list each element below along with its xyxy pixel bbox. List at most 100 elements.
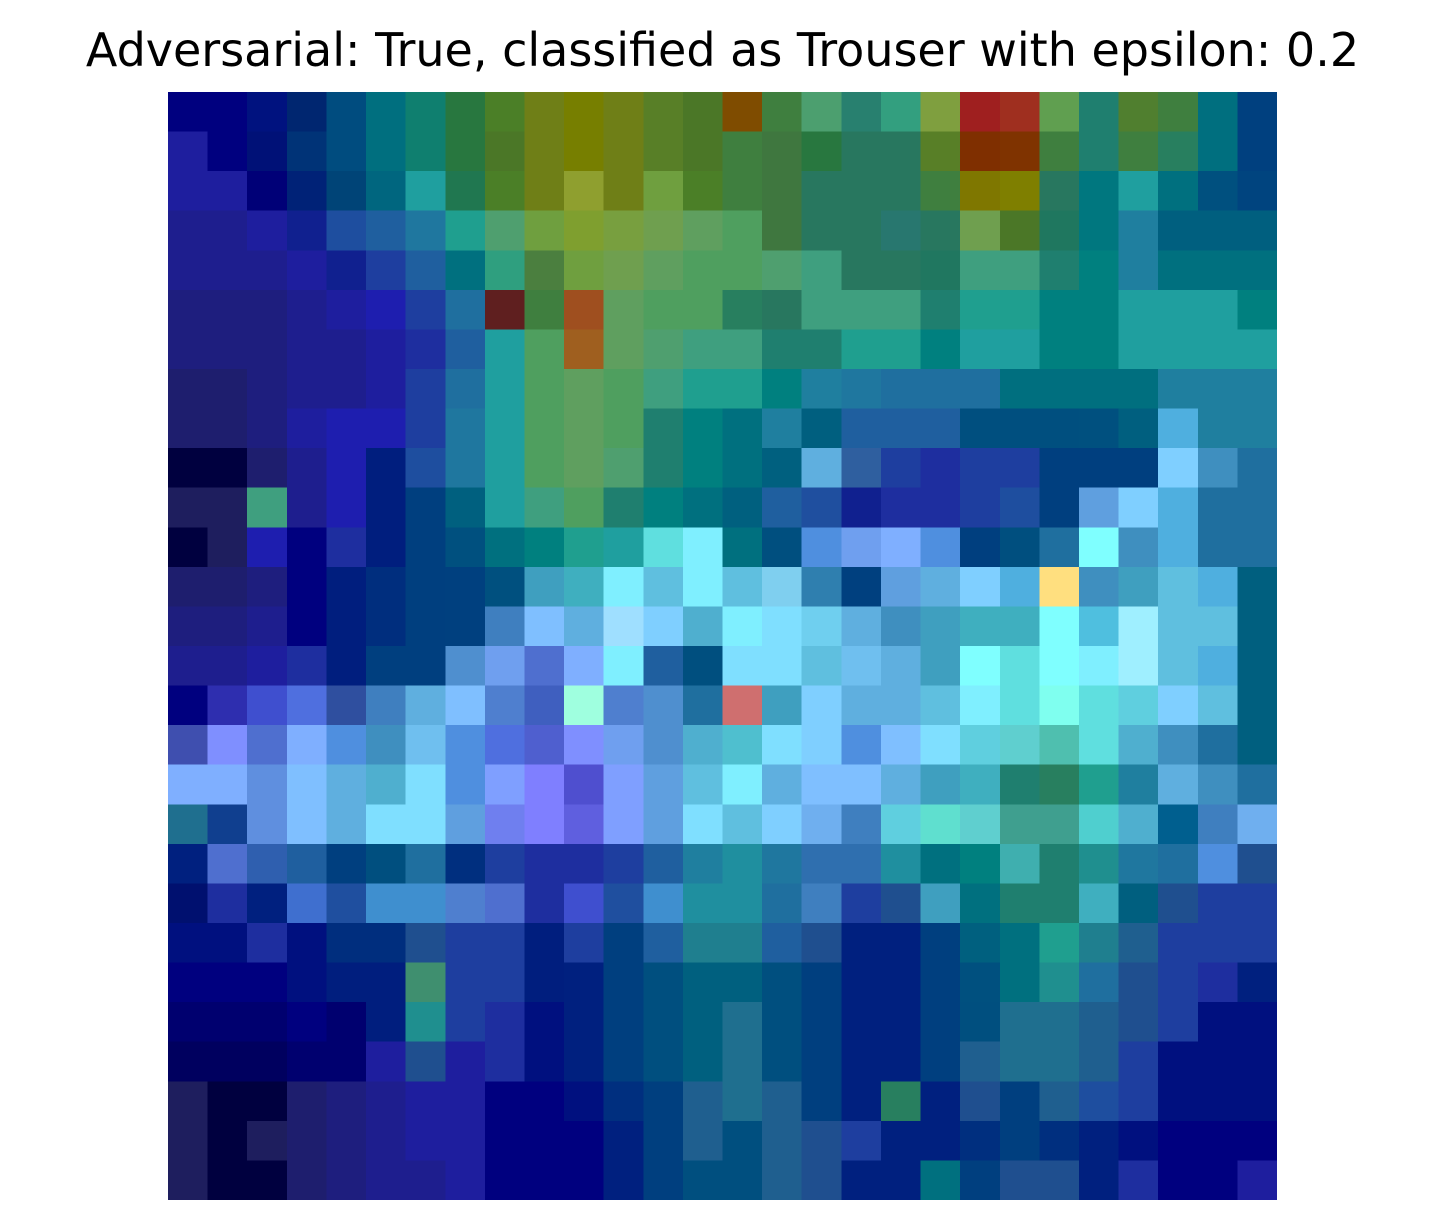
heatmap-cell-r7-c18: [880, 369, 922, 410]
heatmap-cell-r25-c27: [1237, 1081, 1277, 1122]
heatmap-cell-r20-c8: [484, 883, 526, 924]
heatmap-cell-r8-c9: [524, 408, 565, 449]
heatmap-cell-r21-c1: [207, 923, 248, 964]
heatmap-cell-r6-c19: [920, 329, 961, 370]
heatmap-cell-r24-c24: [1118, 1041, 1159, 1082]
heatmap-cell-r23-c8: [484, 1002, 526, 1043]
heatmap-cell-r22-c7: [445, 962, 486, 1003]
heatmap-cell-r9-c13: [682, 448, 724, 489]
heatmap-cell-r8-c6: [405, 408, 446, 449]
heatmap-cell-r0-c10: [564, 92, 605, 133]
heatmap-cell-r16-c4: [326, 725, 367, 766]
heatmap-cell-r23-c12: [643, 1002, 684, 1043]
heatmap-cell-r15-c3: [286, 685, 328, 726]
heatmap-cell-r17-c24: [1118, 764, 1159, 805]
heatmap-cell-r3-c0: [168, 210, 209, 251]
heatmap-cell-r5-c2: [247, 289, 288, 331]
heatmap-cell-r9-c5: [366, 448, 407, 489]
heatmap-cell-r22-c23: [1078, 962, 1120, 1003]
heatmap-cell-r13-c0: [168, 606, 209, 647]
heatmap-cell-r3-c23: [1078, 210, 1120, 251]
heatmap-cell-r12-c7: [445, 566, 486, 608]
heatmap-cell-r17-c25: [1158, 764, 1199, 805]
heatmap-cell-r13-c19: [920, 606, 961, 647]
heatmap-cell-r26-c12: [643, 1120, 684, 1162]
heatmap-cell-r24-c22: [1039, 1041, 1080, 1082]
heatmap-cell-r22-c3: [286, 962, 328, 1003]
heatmap-cell-r24-c26: [1197, 1041, 1238, 1082]
heatmap-cell-r7-c3: [286, 369, 328, 410]
heatmap-cell-r26-c5: [366, 1120, 407, 1162]
heatmap-cell-r23-c21: [999, 1002, 1040, 1043]
heatmap-cell-r2-c19: [920, 171, 961, 212]
heatmap-cell-r3-c10: [564, 210, 605, 251]
heatmap-cell-r0-c5: [366, 92, 407, 133]
heatmap-cell-r8-c5: [366, 408, 407, 449]
heatmap-cell-r15-c8: [484, 685, 526, 726]
heatmap-cell-r9-c8: [484, 448, 526, 489]
heatmap-cell-r0-c4: [326, 92, 367, 133]
heatmap-cell-r7-c8: [484, 369, 526, 410]
heatmap-cell-r19-c14: [722, 843, 763, 885]
heatmap-cell-r5-c20: [960, 289, 1001, 331]
heatmap-cell-r12-c20: [960, 566, 1001, 608]
heatmap-cell-r9-c4: [326, 448, 367, 489]
heatmap-cell-r1-c9: [524, 131, 565, 172]
heatmap-cell-r6-c2: [247, 329, 288, 370]
heatmap-cell-r25-c23: [1078, 1081, 1120, 1122]
heatmap-cell-r16-c5: [366, 725, 407, 766]
heatmap-cell-r5-c25: [1158, 289, 1199, 331]
heatmap-cell-r6-c5: [366, 329, 407, 370]
heatmap-cell-r12-c6: [405, 566, 446, 608]
heatmap-cell-r0-c9: [524, 92, 565, 133]
heatmap-cell-r2-c26: [1197, 171, 1238, 212]
heatmap-cell-r11-c1: [207, 527, 248, 568]
heatmap-cell-r13-c16: [801, 606, 842, 647]
heatmap-cell-r14-c16: [801, 646, 842, 687]
heatmap-cell-r19-c7: [445, 843, 486, 885]
heatmap-cell-r13-c9: [524, 606, 565, 647]
heatmap-cell-r3-c22: [1039, 210, 1080, 251]
heatmap-cell-r17-c8: [484, 764, 526, 805]
heatmap-cell-r14-c14: [722, 646, 763, 687]
heatmap-cell-r15-c14: [722, 685, 763, 726]
heatmap-cell-r18-c18: [880, 804, 922, 845]
heatmap-cell-r17-c12: [643, 764, 684, 805]
heatmap-cell-r20-c11: [603, 883, 644, 924]
heatmap-cell-r17-c17: [841, 764, 882, 805]
heatmap-cell-r8-c12: [643, 408, 684, 449]
heatmap-cell-r12-c13: [682, 566, 724, 608]
heatmap-cell-r14-c7: [445, 646, 486, 687]
heatmap-cell-r25-c12: [643, 1081, 684, 1122]
heatmap-cell-r27-c8: [484, 1160, 526, 1200]
heatmap-cell-r27-c4: [326, 1160, 367, 1200]
heatmap-cell-r20-c23: [1078, 883, 1120, 924]
heatmap-cell-r23-c15: [762, 1002, 803, 1043]
heatmap-cell-r10-c11: [603, 487, 644, 528]
heatmap-cell-r16-c13: [682, 725, 724, 766]
heatmap-cell-r3-c11: [603, 210, 644, 251]
heatmap-cell-r1-c17: [841, 131, 882, 172]
heatmap-cell-r4-c5: [366, 250, 407, 291]
heatmap-cell-r27-c12: [643, 1160, 684, 1200]
heatmap-cell-r24-c8: [484, 1041, 526, 1082]
heatmap-cell-r21-c8: [484, 923, 526, 964]
heatmap-cell-r26-c17: [841, 1120, 882, 1162]
heatmap-cell-r1-c3: [286, 131, 328, 172]
heatmap-cell-r13-c24: [1118, 606, 1159, 647]
heatmap-cell-r1-c6: [405, 131, 446, 172]
heatmap-cell-r14-c13: [682, 646, 724, 687]
heatmap-cell-r21-c5: [366, 923, 407, 964]
heatmap-cell-r7-c21: [999, 369, 1040, 410]
heatmap-cell-r2-c4: [326, 171, 367, 212]
heatmap-cell-r11-c14: [722, 527, 763, 568]
heatmap-cell-r3-c1: [207, 210, 248, 251]
heatmap-cell-r12-c4: [326, 566, 367, 608]
heatmap-cell-r12-c10: [564, 566, 605, 608]
heatmap-cell-r15-c9: [524, 685, 565, 726]
heatmap-cell-r14-c2: [247, 646, 288, 687]
heatmap-cell-r23-c17: [841, 1002, 882, 1043]
heatmap-cell-r21-c4: [326, 923, 367, 964]
heatmap-cell-r23-c16: [801, 1002, 842, 1043]
heatmap-cell-r2-c18: [880, 171, 922, 212]
